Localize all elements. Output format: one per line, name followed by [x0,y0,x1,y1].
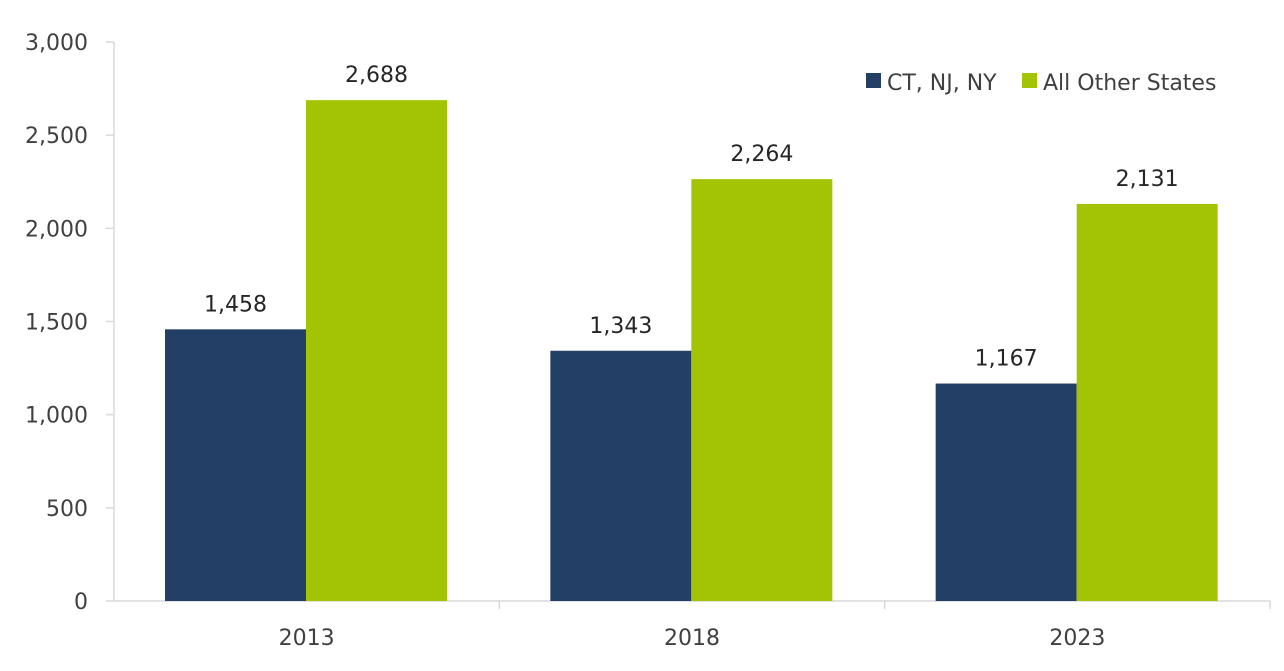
bar-ct-nj-ny-2013 [165,329,306,601]
y-tick-label: 500 [46,497,88,522]
x-tick-label-2023: 2023 [1049,626,1105,651]
x-tick-label-2018: 2018 [664,626,720,651]
legend-label-ct-nj-ny: CT, NJ, NY [887,71,997,96]
bar-all-other-states-2013 [306,100,447,602]
legend-label-all-other-states: All Other States [1043,71,1216,96]
y-tick-label: 2,500 [25,124,88,149]
bar-ct-nj-ny-2018 [550,350,692,601]
legend-swatch-all-other-states [1022,73,1037,88]
data-label-all-other-states-2018: 2,264 [730,142,793,167]
y-tick-label: 1,000 [25,404,88,429]
data-label-ct-nj-ny-2023: 1,167 [975,347,1038,372]
data-labels: 1,458 1,343 1,167 2,688 2,264 2,131 [204,63,1179,371]
y-axis: 0 500 1,000 1,500 2,000 2,500 3,000 [25,31,115,615]
bar-ct-nj-ny-2023 [935,383,1077,601]
y-tick-label: 1,500 [25,311,88,336]
bar-all-other-states-2018 [691,179,833,601]
bars [165,100,1218,602]
legend: CT, NJ, NY All Other States [866,71,1216,96]
x-axis: 2013 2018 2023 [114,600,1271,651]
y-tick-label: 3,000 [25,31,88,56]
data-label-ct-nj-ny-2018: 1,343 [589,314,652,339]
data-label-all-other-states-2023: 2,131 [1116,167,1179,192]
data-label-all-other-states-2013: 2,688 [345,63,408,88]
bar-all-other-states-2023 [1076,203,1218,602]
y-tick-label: 0 [74,590,88,615]
x-tick-label-2013: 2013 [279,626,335,651]
data-label-ct-nj-ny-2013: 1,458 [204,292,267,317]
legend-swatch-ct-nj-ny [866,73,881,88]
y-tick-label: 2,000 [25,217,88,242]
